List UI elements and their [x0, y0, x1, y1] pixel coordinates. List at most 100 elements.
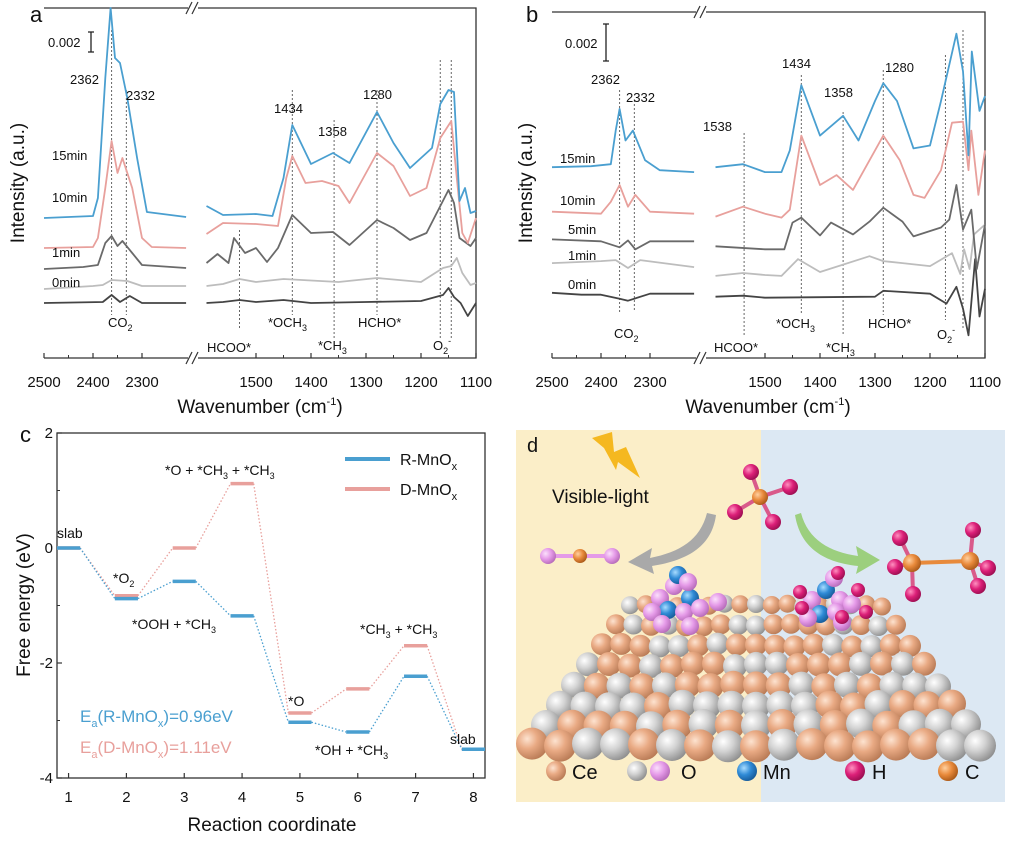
- spectrum-trace-1min-left: [551, 259, 695, 269]
- trace-label-0min: 0min: [52, 275, 80, 290]
- trace-label-1min: 1min: [52, 245, 80, 260]
- ce-atom: [591, 633, 613, 656]
- panel-label-a: a: [30, 2, 43, 27]
- spectrum-trace-light-right: [206, 257, 477, 287]
- c-atom: [903, 554, 921, 572]
- connector-D-MnOx: [311, 688, 347, 714]
- panel-c-energy-diagram: c 2 0 -2 -4 1 2 3 4 5 6 7 8 R-MnOx D-MnOx slab *O2 …: [14, 422, 486, 836]
- panel-label-b: b: [526, 2, 538, 27]
- plot-frame-b: [552, 5, 986, 365]
- h-atom: [892, 530, 908, 546]
- spectrum-trace-light-left: [43, 279, 187, 290]
- ce-atom: [629, 634, 652, 657]
- ce-atom: [879, 633, 902, 656]
- annotation-slab-end: slab: [450, 731, 476, 747]
- species-label-ch3: *CH3: [318, 338, 347, 356]
- legend-c: R-MnOx D-MnOx: [345, 452, 458, 503]
- ce-atom: [597, 652, 621, 676]
- ce-atom: [841, 635, 864, 658]
- o-atom: [891, 651, 915, 676]
- o-atom: [728, 614, 749, 635]
- x-tick-label-2400: 2400: [76, 374, 109, 391]
- ce-atom: [745, 633, 767, 656]
- ce-atom: [681, 651, 705, 676]
- o-cluster-atom: [653, 615, 671, 633]
- panel-label-c: c: [20, 422, 31, 447]
- connector-R-MnOx: [426, 675, 463, 750]
- ce-atom: [783, 635, 806, 658]
- o-atom: [604, 548, 620, 564]
- o-atom: [765, 651, 789, 676]
- o-lattice-atom-icon: [627, 761, 647, 781]
- ce-atom: [763, 614, 784, 635]
- bond: [911, 559, 971, 565]
- o-atom: [747, 595, 765, 613]
- o-atom: [868, 616, 889, 636]
- ce-atom: [880, 728, 912, 761]
- x-axis-ticks-a: 2500 2400 2300 1500 1400 1300 1200 1100: [27, 353, 492, 391]
- connector-D-MnOx: [195, 483, 232, 549]
- species-label-och3: *OCH3: [268, 315, 307, 333]
- x-axis-ticks-b: 2500 2400 2300 1500 1400 1300 1200 1100: [535, 353, 1001, 391]
- legend-label-d-mnox: D-MnOx: [400, 482, 458, 503]
- peak-label-1280: 1280: [363, 87, 392, 102]
- h-atom: [835, 610, 849, 624]
- x-tick-label-2500: 2500: [27, 374, 60, 391]
- ce-atom: [684, 729, 716, 762]
- spectrum-trace-10min-left: [551, 184, 695, 215]
- ce-atom: [762, 596, 781, 614]
- species-label-hcho: HCHO*: [358, 315, 401, 330]
- ce-atom: [606, 614, 626, 635]
- spectrum-trace-10min-right: [715, 120, 986, 219]
- legend-label-h: H: [872, 762, 886, 784]
- x-tick-label-2400: 2400: [584, 374, 617, 391]
- h-atom: [793, 585, 807, 599]
- x-tick-label-1500: 1500: [748, 374, 781, 391]
- species-label-hcoo: HCOO*: [207, 340, 251, 355]
- connector-R-MnOx: [368, 675, 405, 733]
- ce-atom: [693, 616, 714, 637]
- panel-d-schematic: d Visible-light Ce O Mn H C: [516, 430, 1005, 802]
- ce-atom: [851, 615, 871, 635]
- c-atom: [752, 489, 768, 505]
- o-atom: [623, 614, 644, 635]
- y-axis-title-b: Intensity (a.u.): [516, 123, 537, 243]
- ce-atom: [702, 651, 726, 676]
- spectrum-trace-0min-left: [551, 291, 695, 302]
- connector-R-MnOx: [137, 580, 173, 600]
- y-axis-title-c: Free energy (eV): [14, 533, 35, 677]
- x-axis-title-b: Wavenumber (cm-1): [685, 396, 850, 418]
- h-atom: [727, 504, 743, 520]
- o-atom: [860, 635, 883, 658]
- o-atom: [576, 652, 600, 677]
- o-atom: [572, 727, 604, 760]
- ce-atom: [731, 595, 750, 614]
- connector-R-MnOx: [195, 580, 231, 617]
- x-tick-label-2300: 2300: [633, 374, 666, 391]
- connector-R-MnOx: [79, 547, 116, 599]
- ce-atom: [628, 728, 660, 761]
- o-atom: [964, 729, 996, 762]
- connector-D-MnOx: [137, 547, 174, 597]
- trace-label-0min: 0min: [568, 277, 596, 292]
- h-atom: [905, 586, 921, 602]
- h-atom: [765, 514, 781, 530]
- legend-label-r-mnox: R-MnOx: [400, 452, 458, 473]
- o-atom: [788, 671, 815, 698]
- trace-label-15min: 15min: [52, 148, 87, 163]
- atom-legend: Ce O Mn H C: [546, 761, 979, 784]
- ce-atom: [720, 670, 747, 697]
- annotation-ooh-ch3: *OOH + *CH3: [132, 616, 216, 635]
- o-atom: [822, 633, 844, 656]
- x-tick-label-1200: 1200: [404, 374, 437, 391]
- ce-atom: [786, 653, 810, 677]
- connector-D-MnOx: [253, 483, 289, 714]
- o-atom: [648, 635, 671, 658]
- spectrum-trace-10min-left: [43, 140, 187, 249]
- o-atom: [668, 635, 690, 658]
- axis-ticks-c: 2 0 -2 -4 1 2 3 4 5 6 7 8: [40, 425, 478, 806]
- visible-light-label: Visible-light: [552, 487, 650, 508]
- spectrum-trace-1min-left: [43, 235, 187, 270]
- c-atom-icon: [938, 761, 958, 781]
- arrow-to-ethane-icon: [795, 513, 880, 574]
